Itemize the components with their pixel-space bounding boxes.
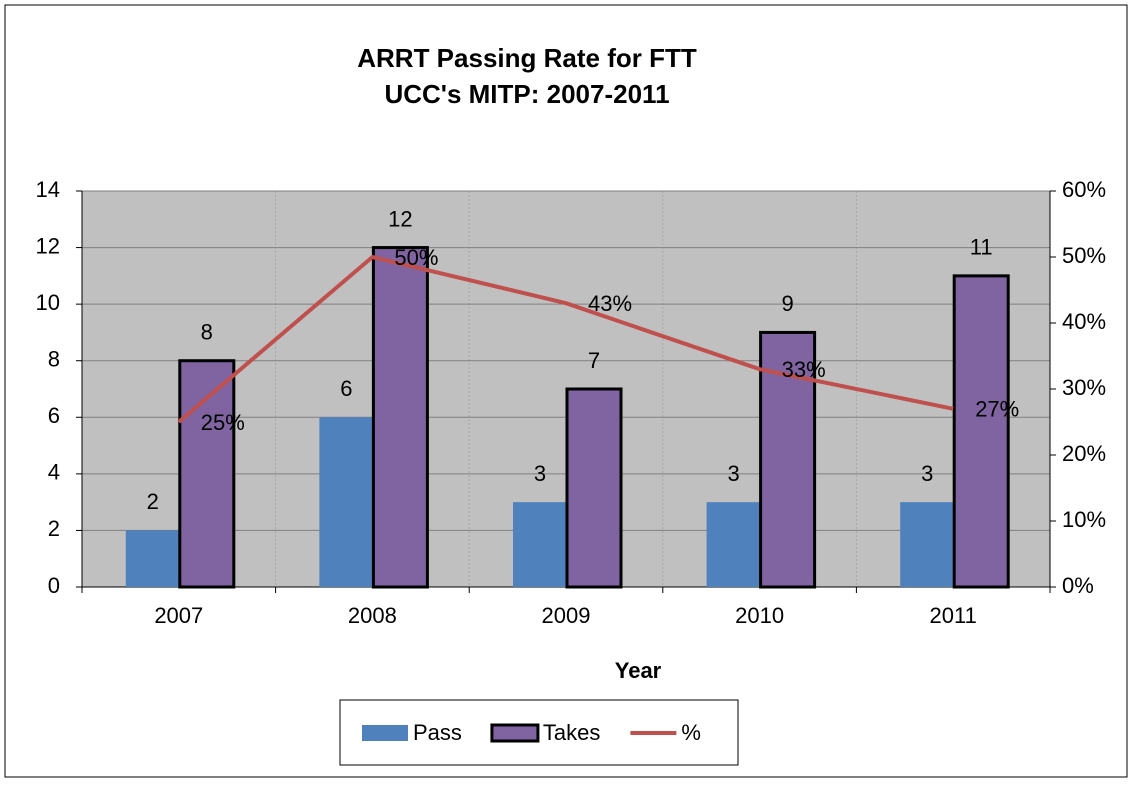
x-tick-label: 2007 <box>154 603 203 628</box>
y2-tick-label: 20% <box>1062 441 1106 466</box>
data-label: 3 <box>727 461 739 486</box>
x-tick-label: 2009 <box>542 603 591 628</box>
data-label: 2 <box>147 489 159 514</box>
x-tick-label: 2010 <box>735 603 784 628</box>
data-label: 3 <box>921 461 933 486</box>
y-tick-label: 2 <box>48 516 60 541</box>
data-label: 9 <box>781 291 793 316</box>
chart-subtitle: UCC's MITP: 2007-2011 <box>384 79 669 109</box>
y-tick-label: 10 <box>36 290 60 315</box>
data-label: 27% <box>975 397 1019 422</box>
y-tick-label: 4 <box>48 460 60 485</box>
y2-tick-label: 10% <box>1062 507 1106 532</box>
bar <box>513 502 567 587</box>
y2-tick-label: 60% <box>1062 177 1106 202</box>
line-series <box>177 254 954 424</box>
data-label: 25% <box>201 410 245 435</box>
data-label: 8 <box>201 320 213 345</box>
data-label: 6 <box>340 376 352 401</box>
data-label: 11 <box>970 235 993 260</box>
y-tick-label: 14 <box>36 177 60 202</box>
legend-label: % <box>681 720 701 745</box>
y-tick-label: 12 <box>36 233 60 258</box>
bar <box>371 246 429 589</box>
x-tick-label: 2008 <box>348 603 397 628</box>
legend-swatch <box>362 725 408 741</box>
y-tick-label: 8 <box>48 347 60 372</box>
y2-tick-label: 40% <box>1062 309 1106 334</box>
bar <box>125 530 180 587</box>
data-label: 12 <box>388 206 412 231</box>
bar <box>319 417 374 587</box>
data-label: 50% <box>394 245 438 270</box>
y2-tick-label: 0% <box>1062 573 1094 598</box>
y2-tick-label: 30% <box>1062 375 1106 400</box>
bar <box>178 359 236 589</box>
chart-title: ARRT Passing Rate for FTT <box>357 43 697 73</box>
legend-label: Takes <box>543 720 600 745</box>
bar <box>706 502 761 587</box>
y-tick-label: 6 <box>48 403 60 428</box>
y-tick-label: 0 <box>48 573 60 598</box>
data-label: 3 <box>534 461 546 486</box>
data-label: 7 <box>588 348 600 373</box>
x-axis-label: Year <box>615 658 662 683</box>
legend-swatch <box>490 723 540 743</box>
bar <box>565 387 623 589</box>
data-label: 33% <box>782 357 826 382</box>
legend-label: Pass <box>413 720 462 745</box>
bar <box>900 502 955 587</box>
x-tick-label: 2011 <box>930 603 977 628</box>
y2-tick-label: 50% <box>1062 243 1106 268</box>
bar <box>952 274 1010 589</box>
data-label: 43% <box>588 291 632 316</box>
